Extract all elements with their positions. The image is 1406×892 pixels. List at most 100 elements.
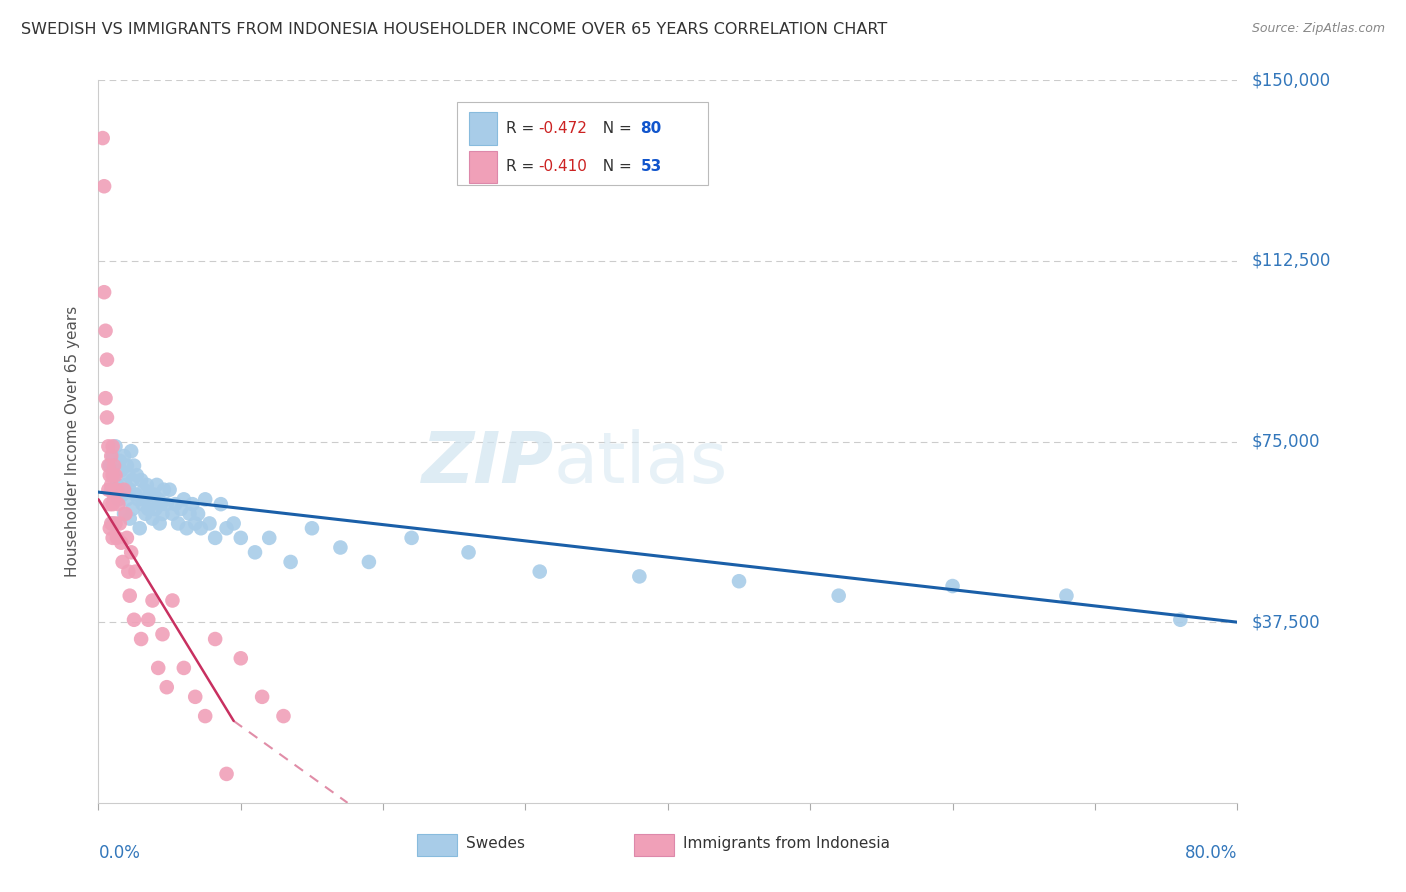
Point bbox=[942, 579, 965, 593]
Point bbox=[628, 569, 651, 583]
Point bbox=[828, 589, 851, 603]
Text: R =: R = bbox=[506, 160, 540, 174]
Point bbox=[103, 458, 125, 473]
Point bbox=[104, 516, 127, 531]
Point bbox=[104, 439, 127, 453]
Point bbox=[100, 478, 122, 492]
Point bbox=[103, 468, 125, 483]
Text: -0.472: -0.472 bbox=[538, 121, 586, 136]
Point bbox=[105, 531, 128, 545]
Point bbox=[96, 352, 118, 367]
Point bbox=[165, 497, 187, 511]
Point bbox=[114, 478, 136, 492]
FancyBboxPatch shape bbox=[634, 834, 673, 855]
Point bbox=[128, 521, 150, 535]
FancyBboxPatch shape bbox=[457, 102, 707, 185]
Point bbox=[127, 492, 149, 507]
Point bbox=[153, 483, 176, 497]
Text: N =: N = bbox=[593, 121, 637, 136]
Point bbox=[122, 613, 145, 627]
Point bbox=[97, 483, 120, 497]
Point bbox=[215, 521, 238, 535]
Point bbox=[173, 492, 195, 507]
Point bbox=[118, 511, 141, 525]
Point bbox=[115, 458, 138, 473]
Point bbox=[91, 131, 114, 145]
Point bbox=[728, 574, 751, 589]
Point bbox=[125, 468, 148, 483]
Text: 0.0%: 0.0% bbox=[98, 845, 141, 863]
Point bbox=[204, 531, 226, 545]
Point bbox=[243, 545, 266, 559]
Point bbox=[110, 535, 132, 549]
Point bbox=[184, 516, 207, 531]
Text: ZIP: ZIP bbox=[422, 429, 554, 498]
Text: 80: 80 bbox=[641, 121, 662, 136]
Point bbox=[401, 531, 423, 545]
Point bbox=[112, 507, 135, 521]
Point bbox=[129, 473, 152, 487]
Point bbox=[1170, 613, 1192, 627]
Y-axis label: Householder Income Over 65 years: Householder Income Over 65 years bbox=[65, 306, 80, 577]
Point bbox=[357, 555, 380, 569]
Point bbox=[170, 502, 193, 516]
Point bbox=[121, 502, 143, 516]
Point bbox=[273, 709, 295, 723]
Point bbox=[1056, 589, 1078, 603]
Point bbox=[101, 497, 124, 511]
FancyBboxPatch shape bbox=[468, 112, 498, 145]
Point bbox=[152, 627, 174, 641]
Text: $150,000: $150,000 bbox=[1251, 71, 1330, 89]
Point bbox=[250, 690, 273, 704]
Point bbox=[101, 468, 124, 483]
Point bbox=[132, 483, 155, 497]
Point bbox=[136, 613, 159, 627]
Point bbox=[118, 589, 141, 603]
Point bbox=[187, 507, 209, 521]
Point bbox=[134, 507, 156, 521]
Point bbox=[101, 449, 124, 463]
Point bbox=[104, 468, 127, 483]
Point bbox=[94, 391, 117, 405]
Point bbox=[198, 516, 221, 531]
Point bbox=[167, 516, 190, 531]
Point bbox=[131, 497, 153, 511]
Point bbox=[108, 483, 131, 497]
Point bbox=[124, 565, 146, 579]
Point bbox=[142, 487, 165, 501]
Point bbox=[96, 410, 118, 425]
Text: -0.410: -0.410 bbox=[538, 160, 586, 174]
Point bbox=[97, 458, 120, 473]
Point bbox=[280, 555, 302, 569]
Point bbox=[229, 651, 252, 665]
Point bbox=[190, 521, 212, 535]
Point bbox=[229, 531, 252, 545]
Text: R =: R = bbox=[506, 121, 540, 136]
Point bbox=[184, 690, 207, 704]
Point bbox=[105, 483, 128, 497]
Point bbox=[111, 487, 134, 501]
Point bbox=[98, 521, 121, 535]
Point bbox=[209, 497, 232, 511]
Point bbox=[150, 497, 173, 511]
Text: atlas: atlas bbox=[554, 429, 728, 498]
Text: SWEDISH VS IMMIGRANTS FROM INDONESIA HOUSEHOLDER INCOME OVER 65 YEARS CORRELATIO: SWEDISH VS IMMIGRANTS FROM INDONESIA HOU… bbox=[21, 22, 887, 37]
Point bbox=[162, 507, 184, 521]
Text: $112,500: $112,500 bbox=[1251, 252, 1330, 270]
Point bbox=[152, 507, 174, 521]
Point bbox=[121, 473, 143, 487]
Point bbox=[329, 541, 352, 555]
Point bbox=[100, 483, 122, 497]
Point bbox=[222, 516, 245, 531]
Point bbox=[107, 492, 129, 507]
Point bbox=[110, 463, 132, 477]
Text: Swedes: Swedes bbox=[467, 837, 526, 852]
Point bbox=[93, 285, 115, 300]
Point bbox=[148, 661, 170, 675]
Point bbox=[159, 483, 181, 497]
Point bbox=[124, 487, 146, 501]
Point bbox=[301, 521, 323, 535]
Point bbox=[176, 521, 198, 535]
Point bbox=[105, 478, 128, 492]
Point bbox=[94, 324, 117, 338]
